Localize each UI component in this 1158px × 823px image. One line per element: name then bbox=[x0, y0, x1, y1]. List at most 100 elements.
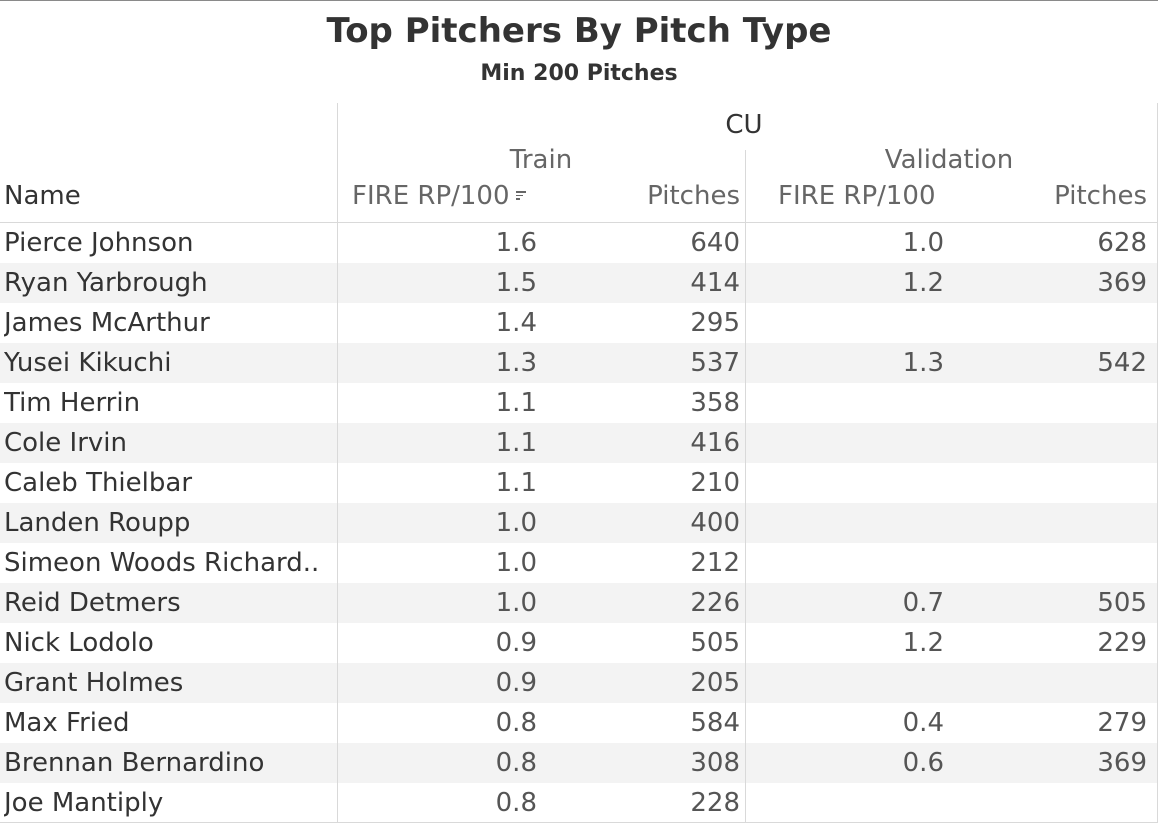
train-fire-value: 1.5 bbox=[495, 268, 537, 298]
pitcher-name: Pierce Johnson bbox=[4, 228, 194, 258]
table-row[interactable]: Yusei Kikuchi 1.3 537 1.3 542 bbox=[0, 343, 1158, 383]
val-fire-value bbox=[746, 303, 944, 343]
val-pitches-value: 279 bbox=[1097, 708, 1147, 738]
train-fire-value: 0.8 bbox=[495, 708, 537, 738]
val-fire-value: 0.7 bbox=[902, 588, 944, 618]
train-pitches-value: 295 bbox=[690, 308, 740, 338]
pitcher-name: Simeon Woods Richard.. bbox=[4, 548, 320, 578]
chart-subtitle: Min 200 Pitches bbox=[480, 61, 678, 86]
val-fire-value bbox=[746, 463, 944, 503]
train-fire-value: 1.0 bbox=[495, 588, 537, 618]
train-fire-value: 1.3 bbox=[495, 348, 537, 378]
column-header-val-pitches[interactable]: Pitches bbox=[1054, 181, 1147, 211]
val-fire-value: 1.2 bbox=[902, 268, 944, 298]
train-fire-value: 1.0 bbox=[495, 548, 537, 578]
val-fire-value bbox=[746, 503, 944, 543]
val-fire-value bbox=[746, 423, 944, 463]
pitcher-name: James McArthur bbox=[4, 308, 210, 338]
table-row[interactable]: Cole Irvin 1.1 416 bbox=[0, 423, 1158, 463]
table-row[interactable]: Pierce Johnson 1.6 640 1.0 628 bbox=[0, 223, 1158, 263]
pitcher-name: Grant Holmes bbox=[4, 668, 184, 698]
pitcher-name: Cole Irvin bbox=[4, 428, 127, 458]
train-pitches-value: 537 bbox=[690, 348, 740, 378]
train-fire-value: 1.6 bbox=[495, 228, 537, 258]
val-pitches-value: 369 bbox=[1097, 748, 1147, 778]
pitch-type-header: CU bbox=[725, 110, 763, 140]
table-row[interactable]: Ryan Yarbrough 1.5 414 1.2 369 bbox=[0, 263, 1158, 303]
table-row[interactable]: Tim Herrin 1.1 358 bbox=[0, 383, 1158, 423]
column-header-train-pitches[interactable]: Pitches bbox=[647, 181, 740, 211]
val-pitches-value: 505 bbox=[1097, 588, 1147, 618]
table-row[interactable]: Reid Detmers 1.0 226 0.7 505 bbox=[0, 583, 1158, 623]
pitcher-name: Brennan Bernardino bbox=[4, 748, 265, 778]
train-fire-value: 1.0 bbox=[495, 508, 537, 538]
val-pitches-value bbox=[946, 463, 1147, 503]
pitcher-name: Tim Herrin bbox=[4, 388, 141, 418]
table-row[interactable]: Brennan Bernardino 0.8 308 0.6 369 bbox=[0, 743, 1158, 783]
val-pitches-value bbox=[946, 503, 1147, 543]
val-pitches-value bbox=[946, 543, 1147, 583]
val-pitches-value: 369 bbox=[1097, 268, 1147, 298]
table-row[interactable]: Caleb Thielbar 1.1 210 bbox=[0, 463, 1158, 503]
group-header-validation: Validation bbox=[884, 145, 1014, 175]
val-pitches-value bbox=[946, 783, 1147, 823]
val-pitches-value: 628 bbox=[1097, 228, 1147, 258]
pitcher-name: Reid Detmers bbox=[4, 588, 181, 618]
train-pitches-value: 226 bbox=[690, 588, 740, 618]
column-header-train-fire-label: FIRE RP/100 bbox=[352, 181, 510, 211]
pitcher-name: Caleb Thielbar bbox=[4, 468, 193, 498]
column-header-val-fire[interactable]: FIRE RP/100 bbox=[778, 181, 936, 211]
val-pitches-value bbox=[946, 423, 1147, 463]
val-fire-value bbox=[746, 663, 944, 703]
train-pitches-value: 308 bbox=[690, 748, 740, 778]
val-fire-value: 1.2 bbox=[902, 628, 944, 658]
table-row[interactable]: Nick Lodolo 0.9 505 1.2 229 bbox=[0, 623, 1158, 663]
chart-title: Top Pitchers By Pitch Type bbox=[326, 11, 832, 51]
group-divider bbox=[745, 150, 746, 823]
sort-descending-icon[interactable] bbox=[515, 191, 526, 200]
val-pitches-value bbox=[946, 383, 1147, 423]
pitcher-name: Landen Roupp bbox=[4, 508, 191, 538]
train-fire-value: 1.1 bbox=[495, 468, 537, 498]
train-fire-value: 0.9 bbox=[495, 628, 537, 658]
train-pitches-value: 414 bbox=[690, 268, 740, 298]
val-pitches-value: 542 bbox=[1097, 348, 1147, 378]
train-pitches-value: 505 bbox=[690, 628, 740, 658]
pitcher-name: Ryan Yarbrough bbox=[4, 268, 208, 298]
train-pitches-value: 416 bbox=[690, 428, 740, 458]
train-fire-value: 1.1 bbox=[495, 428, 537, 458]
val-pitches-value bbox=[946, 663, 1147, 703]
pitcher-name: Yusei Kikuchi bbox=[4, 348, 172, 378]
val-fire-value bbox=[746, 783, 944, 823]
val-pitches-value bbox=[946, 303, 1147, 343]
train-pitches-value: 640 bbox=[690, 228, 740, 258]
pitcher-name: Joe Mantiply bbox=[4, 788, 164, 818]
train-fire-value: 0.8 bbox=[495, 748, 537, 778]
val-fire-value: 1.3 bbox=[902, 348, 944, 378]
train-pitches-value: 228 bbox=[690, 788, 740, 818]
column-header-train-fire[interactable]: FIRE RP/100 bbox=[352, 181, 526, 211]
train-fire-value: 1.4 bbox=[495, 308, 537, 338]
train-pitches-value: 212 bbox=[690, 548, 740, 578]
column-header-name[interactable]: Name bbox=[4, 181, 81, 211]
val-pitches-value: 229 bbox=[1097, 628, 1147, 658]
table-row[interactable]: Grant Holmes 0.9 205 bbox=[0, 663, 1158, 703]
val-fire-value: 0.4 bbox=[902, 708, 944, 738]
table-row[interactable]: Max Fried 0.8 584 0.4 279 bbox=[0, 703, 1158, 743]
train-pitches-value: 400 bbox=[690, 508, 740, 538]
val-fire-value bbox=[746, 383, 944, 423]
top-rule bbox=[0, 0, 1158, 1]
train-pitches-value: 358 bbox=[690, 388, 740, 418]
train-fire-value: 0.8 bbox=[495, 788, 537, 818]
train-fire-value: 1.1 bbox=[495, 388, 537, 418]
pitcher-name: Max Fried bbox=[4, 708, 130, 738]
val-fire-value: 0.6 bbox=[902, 748, 944, 778]
train-fire-value: 0.9 bbox=[495, 668, 537, 698]
train-pitches-value: 210 bbox=[690, 468, 740, 498]
table-row[interactable]: Joe Mantiply 0.8 228 bbox=[0, 783, 1158, 823]
name-column-divider bbox=[337, 103, 338, 823]
table-row[interactable]: Simeon Woods Richard.. 1.0 212 bbox=[0, 543, 1158, 583]
pitcher-name: Nick Lodolo bbox=[4, 628, 154, 658]
table-row[interactable]: Landen Roupp 1.0 400 bbox=[0, 503, 1158, 543]
table-row[interactable]: James McArthur 1.4 295 bbox=[0, 303, 1158, 343]
